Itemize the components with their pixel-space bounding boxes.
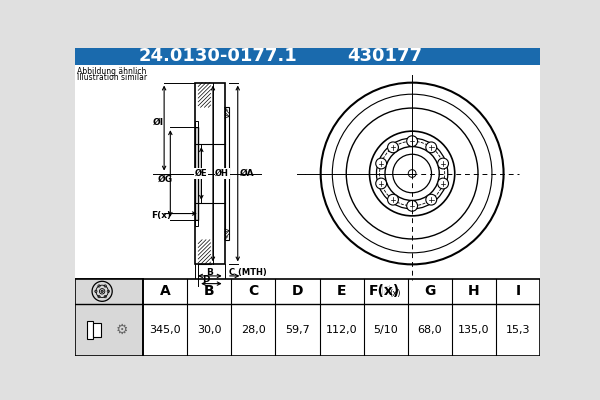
Text: C (MTH): C (MTH) <box>229 268 267 276</box>
Text: ØI: ØI <box>153 118 164 126</box>
Text: 135,0: 135,0 <box>458 325 490 335</box>
Text: ØE: ØE <box>195 169 208 178</box>
Text: A: A <box>160 284 170 298</box>
Circle shape <box>376 178 386 189</box>
Text: 28,0: 28,0 <box>241 325 266 335</box>
FancyBboxPatch shape <box>198 240 211 264</box>
Text: 68,0: 68,0 <box>418 325 442 335</box>
Text: 112,0: 112,0 <box>326 325 358 335</box>
Text: H: H <box>468 284 479 298</box>
Text: D: D <box>292 284 303 298</box>
Text: ØE: ØE <box>195 169 208 178</box>
Circle shape <box>376 158 386 169</box>
Text: 15,3: 15,3 <box>506 325 530 335</box>
Text: ØH: ØH <box>215 169 229 178</box>
Text: D: D <box>202 275 209 284</box>
FancyBboxPatch shape <box>195 121 198 127</box>
Text: Abbildung ähnlich: Abbildung ähnlich <box>77 67 146 76</box>
Text: 24.0130-0177.1: 24.0130-0177.1 <box>139 48 298 66</box>
FancyBboxPatch shape <box>75 48 540 65</box>
Text: I: I <box>515 284 521 298</box>
Circle shape <box>407 200 418 211</box>
FancyBboxPatch shape <box>86 320 93 339</box>
Circle shape <box>437 158 449 169</box>
Circle shape <box>426 142 437 153</box>
Circle shape <box>407 136 418 146</box>
Text: F: F <box>381 284 391 298</box>
Text: B: B <box>206 268 213 276</box>
Circle shape <box>408 170 416 177</box>
Text: Illustration similar: Illustration similar <box>77 74 148 82</box>
Text: ØG: ØG <box>157 175 172 184</box>
Text: 345,0: 345,0 <box>149 325 181 335</box>
Text: F(x): F(x) <box>368 284 400 298</box>
FancyBboxPatch shape <box>75 279 143 356</box>
Text: (x): (x) <box>389 289 401 298</box>
Text: C: C <box>248 284 259 298</box>
FancyBboxPatch shape <box>195 220 198 226</box>
FancyBboxPatch shape <box>75 65 540 279</box>
Text: 5/10: 5/10 <box>373 325 398 335</box>
Text: ØA: ØA <box>240 169 255 178</box>
FancyBboxPatch shape <box>198 83 211 107</box>
Text: ⚙: ⚙ <box>115 323 128 337</box>
Text: B: B <box>204 284 215 298</box>
Circle shape <box>101 290 103 292</box>
Text: 30,0: 30,0 <box>197 325 221 335</box>
Circle shape <box>388 142 398 153</box>
Circle shape <box>426 194 437 205</box>
Text: G: G <box>424 284 436 298</box>
FancyBboxPatch shape <box>195 83 224 264</box>
Text: F(x): F(x) <box>151 211 171 220</box>
FancyBboxPatch shape <box>195 127 198 220</box>
Text: F: F <box>381 284 391 298</box>
Text: 59,7: 59,7 <box>285 325 310 335</box>
FancyBboxPatch shape <box>75 279 540 356</box>
Circle shape <box>388 194 398 205</box>
FancyBboxPatch shape <box>93 323 101 337</box>
FancyBboxPatch shape <box>224 107 229 240</box>
Circle shape <box>437 178 449 189</box>
Text: E: E <box>337 284 346 298</box>
Text: 430177: 430177 <box>347 48 422 66</box>
